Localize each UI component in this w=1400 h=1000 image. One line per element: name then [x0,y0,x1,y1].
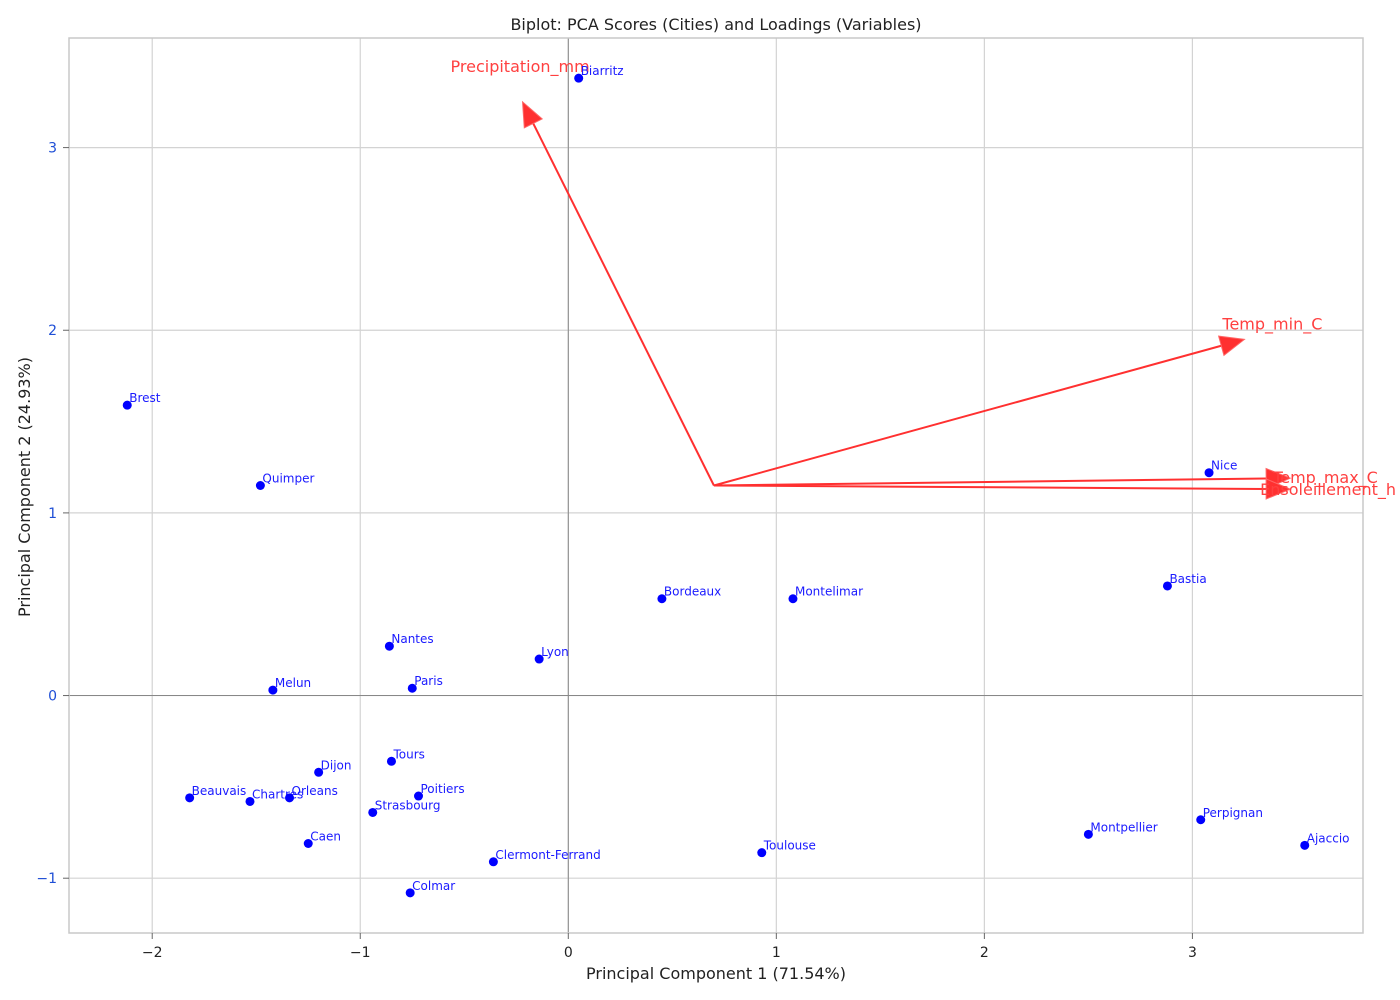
x-axis-title: Principal Component 1 (71.54%) [586,964,846,983]
city-point [268,685,278,695]
city-point [1162,581,1172,591]
city-label: Clermont-Ferrand [495,848,600,862]
city-label: Nantes [391,632,433,646]
city-label: Perpignan [1203,806,1263,820]
city-point [1083,829,1093,839]
loading-arrowhead [1217,335,1246,357]
y-tick-label: −1 [36,871,57,887]
loading-label: Temp_max_C [1272,468,1378,488]
city-label: Bastia [1169,572,1206,586]
plot-frame [68,37,1364,934]
chart-title: Biplot: PCA Scores (Cities) and Loadings… [510,15,921,34]
x-tick-label: 3 [1188,945,1197,961]
x-tick-label: 1 [772,945,781,961]
city-label: Strasbourg [375,798,441,812]
x-tick-label: 2 [980,945,989,961]
city-point [303,839,313,848]
city-point [245,796,255,806]
city-point [1300,840,1310,850]
city-point [1196,815,1206,825]
city-label: Melun [275,676,311,690]
city-label: Bordeaux [664,585,721,599]
x-ticks: −2 −1 0 1 2 3 [142,933,1197,961]
city-point [788,594,798,604]
city-label: Lyon [541,645,569,659]
city-point [574,73,584,83]
city-point [414,791,424,801]
zero-lines [69,38,1363,933]
loading-arrow-shaft [713,344,1222,487]
city-label: Poitiers [421,782,465,796]
city-label: Tours [392,747,424,761]
y-tick-label: 2 [48,323,57,339]
loading-label: Ensoleillement_h [1260,480,1396,500]
city-point [1204,468,1214,478]
x-tick-label: 0 [564,945,573,961]
city-point [488,857,498,867]
loading-arrow-shaft [713,484,1267,491]
city-point [368,807,378,817]
city-label: Montpellier [1090,820,1157,834]
x-tick-label: −1 [350,945,371,961]
loadings-layer: Precipitation_mm Temp_min_C Temp_max_CEnso… [451,57,1396,500]
city-label: Beauvais [192,784,247,798]
city-label: Montelimar [795,585,863,599]
city-point [757,848,767,858]
x-tick-label: −2 [142,945,163,961]
city-label: Orleans [292,784,338,798]
city-point [386,756,396,766]
city-label: Caen [310,830,341,844]
city-point [407,683,417,693]
y-tick-label: 0 [48,689,57,705]
city-point [405,888,415,898]
city-point [657,594,667,604]
loading-label: Temp_min_C [1221,314,1322,334]
city-label: Nice [1211,459,1237,473]
y-tick-label: 3 [48,141,57,157]
loading-arrowhead [521,100,544,129]
city-point [534,654,544,664]
loading-label: Precipitation_mm [451,57,590,77]
city-label: Biarritz [581,64,624,78]
city-label: Quimper [262,472,314,486]
city-label: Colmar [412,879,455,893]
city-point [314,767,324,777]
loading-arrow-shaft [532,122,715,486]
city-point [255,481,265,490]
y-axis-title: Principal Component 2 (24.93%) [15,357,34,617]
loading-arrowhead [1265,478,1292,500]
y-tick-label: 1 [48,506,57,522]
city-point [185,793,195,803]
city-label: Paris [414,674,443,688]
city-label: Ajaccio [1307,831,1350,845]
city-label: Brest [129,391,161,405]
city-label: Toulouse [763,839,816,853]
city-point [122,400,132,410]
city-label: Dijon [321,758,352,772]
y-ticks: −1 0 1 2 3 [36,141,69,887]
city-point [285,793,295,803]
city-point [384,641,394,651]
loading-arrow-shaft [713,477,1267,487]
